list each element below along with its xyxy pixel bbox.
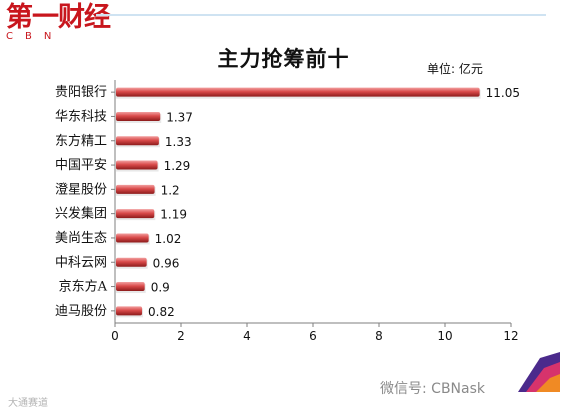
bar: [116, 233, 149, 243]
x-tick-label: 2: [177, 329, 185, 343]
value-label: 1.02: [155, 232, 182, 246]
category-label: 美尚生态: [55, 231, 107, 246]
bar: [116, 136, 159, 146]
header-divider: [96, 14, 546, 16]
logo-english-text: CBN: [6, 31, 64, 42]
value-label: 11.05: [486, 86, 520, 100]
bar: [116, 257, 147, 267]
bar: [116, 87, 480, 97]
x-tick-label: 0: [111, 329, 119, 343]
bar: [116, 184, 155, 194]
value-label: 0.9: [151, 281, 170, 295]
category-label: 中国平安: [55, 158, 107, 173]
bar: [116, 111, 161, 121]
x-tick-label: 12: [503, 329, 518, 343]
category-label: 华东科技: [55, 109, 107, 124]
logo-chinese-text: 第一财经: [6, 2, 111, 33]
category-label: 贵阳银行: [55, 85, 107, 100]
unit-label: 单位: 亿元: [427, 62, 483, 76]
value-label: 1.33: [165, 135, 192, 149]
value-label: 1.37: [166, 110, 193, 124]
corner-decoration: [518, 352, 560, 392]
chart-title: 主力抢筹前十: [217, 46, 350, 71]
x-tick-label: 6: [309, 329, 317, 343]
bar: [116, 209, 155, 219]
bar: [116, 306, 143, 316]
value-label: 0.96: [153, 256, 180, 270]
value-label: 1.19: [160, 208, 187, 222]
x-tick-label: 10: [437, 329, 452, 343]
value-label: 0.82: [148, 305, 175, 319]
category-label: 兴发集团: [55, 206, 107, 222]
category-label: 京东方A: [59, 279, 108, 295]
bar: [116, 282, 145, 292]
x-tick-label: 8: [375, 329, 383, 343]
watermark: 大通赛道: [8, 398, 48, 409]
value-label: 1.2: [161, 183, 180, 197]
category-label: 澄星股份: [55, 182, 107, 197]
bar: [116, 160, 158, 170]
category-label: 东方精工: [55, 133, 107, 149]
category-label: 迪马股份: [55, 304, 107, 319]
category-label: 中科云网: [55, 255, 107, 270]
value-label: 1.29: [164, 159, 191, 173]
cbn-logo: 第一财经 CBN: [6, 2, 118, 43]
x-tick-label: 4: [243, 329, 251, 343]
wechat-id: 微信号: CBNask: [380, 381, 485, 397]
